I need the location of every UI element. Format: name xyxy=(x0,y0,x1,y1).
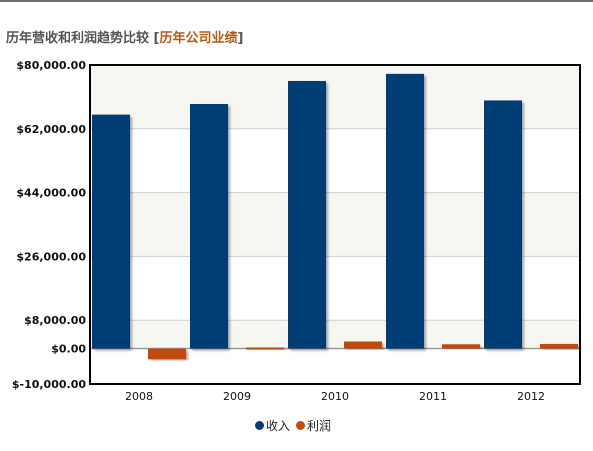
bar-revenue xyxy=(190,103,228,349)
bracket-close: ] xyxy=(237,31,244,46)
bar-revenue xyxy=(288,80,326,349)
y-tick-label: $44,000.00 xyxy=(16,187,86,200)
bracket-open: [ xyxy=(153,31,160,46)
bar-profit xyxy=(540,343,578,349)
legend-item-profit[interactable]: 利润 xyxy=(296,417,331,434)
y-tick-label: $26,000.00 xyxy=(16,250,86,263)
x-tick-label: 2010 xyxy=(321,390,349,403)
legend-swatch-profit xyxy=(296,421,306,430)
y-tick-label: $80,000.00 xyxy=(16,59,86,72)
company-performance-link[interactable]: 历年公司业绩 xyxy=(159,31,238,46)
bar-profit xyxy=(442,344,480,349)
y-tick-label: $62,000.00 xyxy=(16,123,86,136)
legend-item-revenue[interactable]: 收入 xyxy=(255,417,290,434)
legend-swatch-revenue xyxy=(255,421,264,430)
bar-revenue xyxy=(386,73,424,349)
top-divider xyxy=(0,0,593,2)
bar-revenue xyxy=(484,100,522,349)
x-tick-label: 2011 xyxy=(419,390,447,403)
x-tick-label: 2012 xyxy=(517,390,545,403)
plot-border xyxy=(89,64,581,385)
page-title: 历年营收和利润趋势比较 xyxy=(6,31,150,46)
bar-profit xyxy=(246,347,284,350)
x-tick-label: 2008 xyxy=(125,390,153,403)
y-tick-label: $-10,000.00 xyxy=(12,378,86,391)
bar-profit xyxy=(344,341,382,349)
bar-profit xyxy=(148,348,186,360)
legend-label-revenue: 收入 xyxy=(266,419,291,433)
y-tick-label: $8,000.00 xyxy=(24,314,86,327)
y-tick-label: $0.00 xyxy=(51,343,86,356)
legend-label-profit: 利润 xyxy=(307,419,332,433)
x-tick-label: 2009 xyxy=(223,390,251,403)
chart-header: 历年营收和利润趋势比较 [历年公司业绩] xyxy=(6,27,243,46)
chart-legend: 收入 利润 xyxy=(255,417,331,434)
bar-revenue xyxy=(92,114,130,349)
